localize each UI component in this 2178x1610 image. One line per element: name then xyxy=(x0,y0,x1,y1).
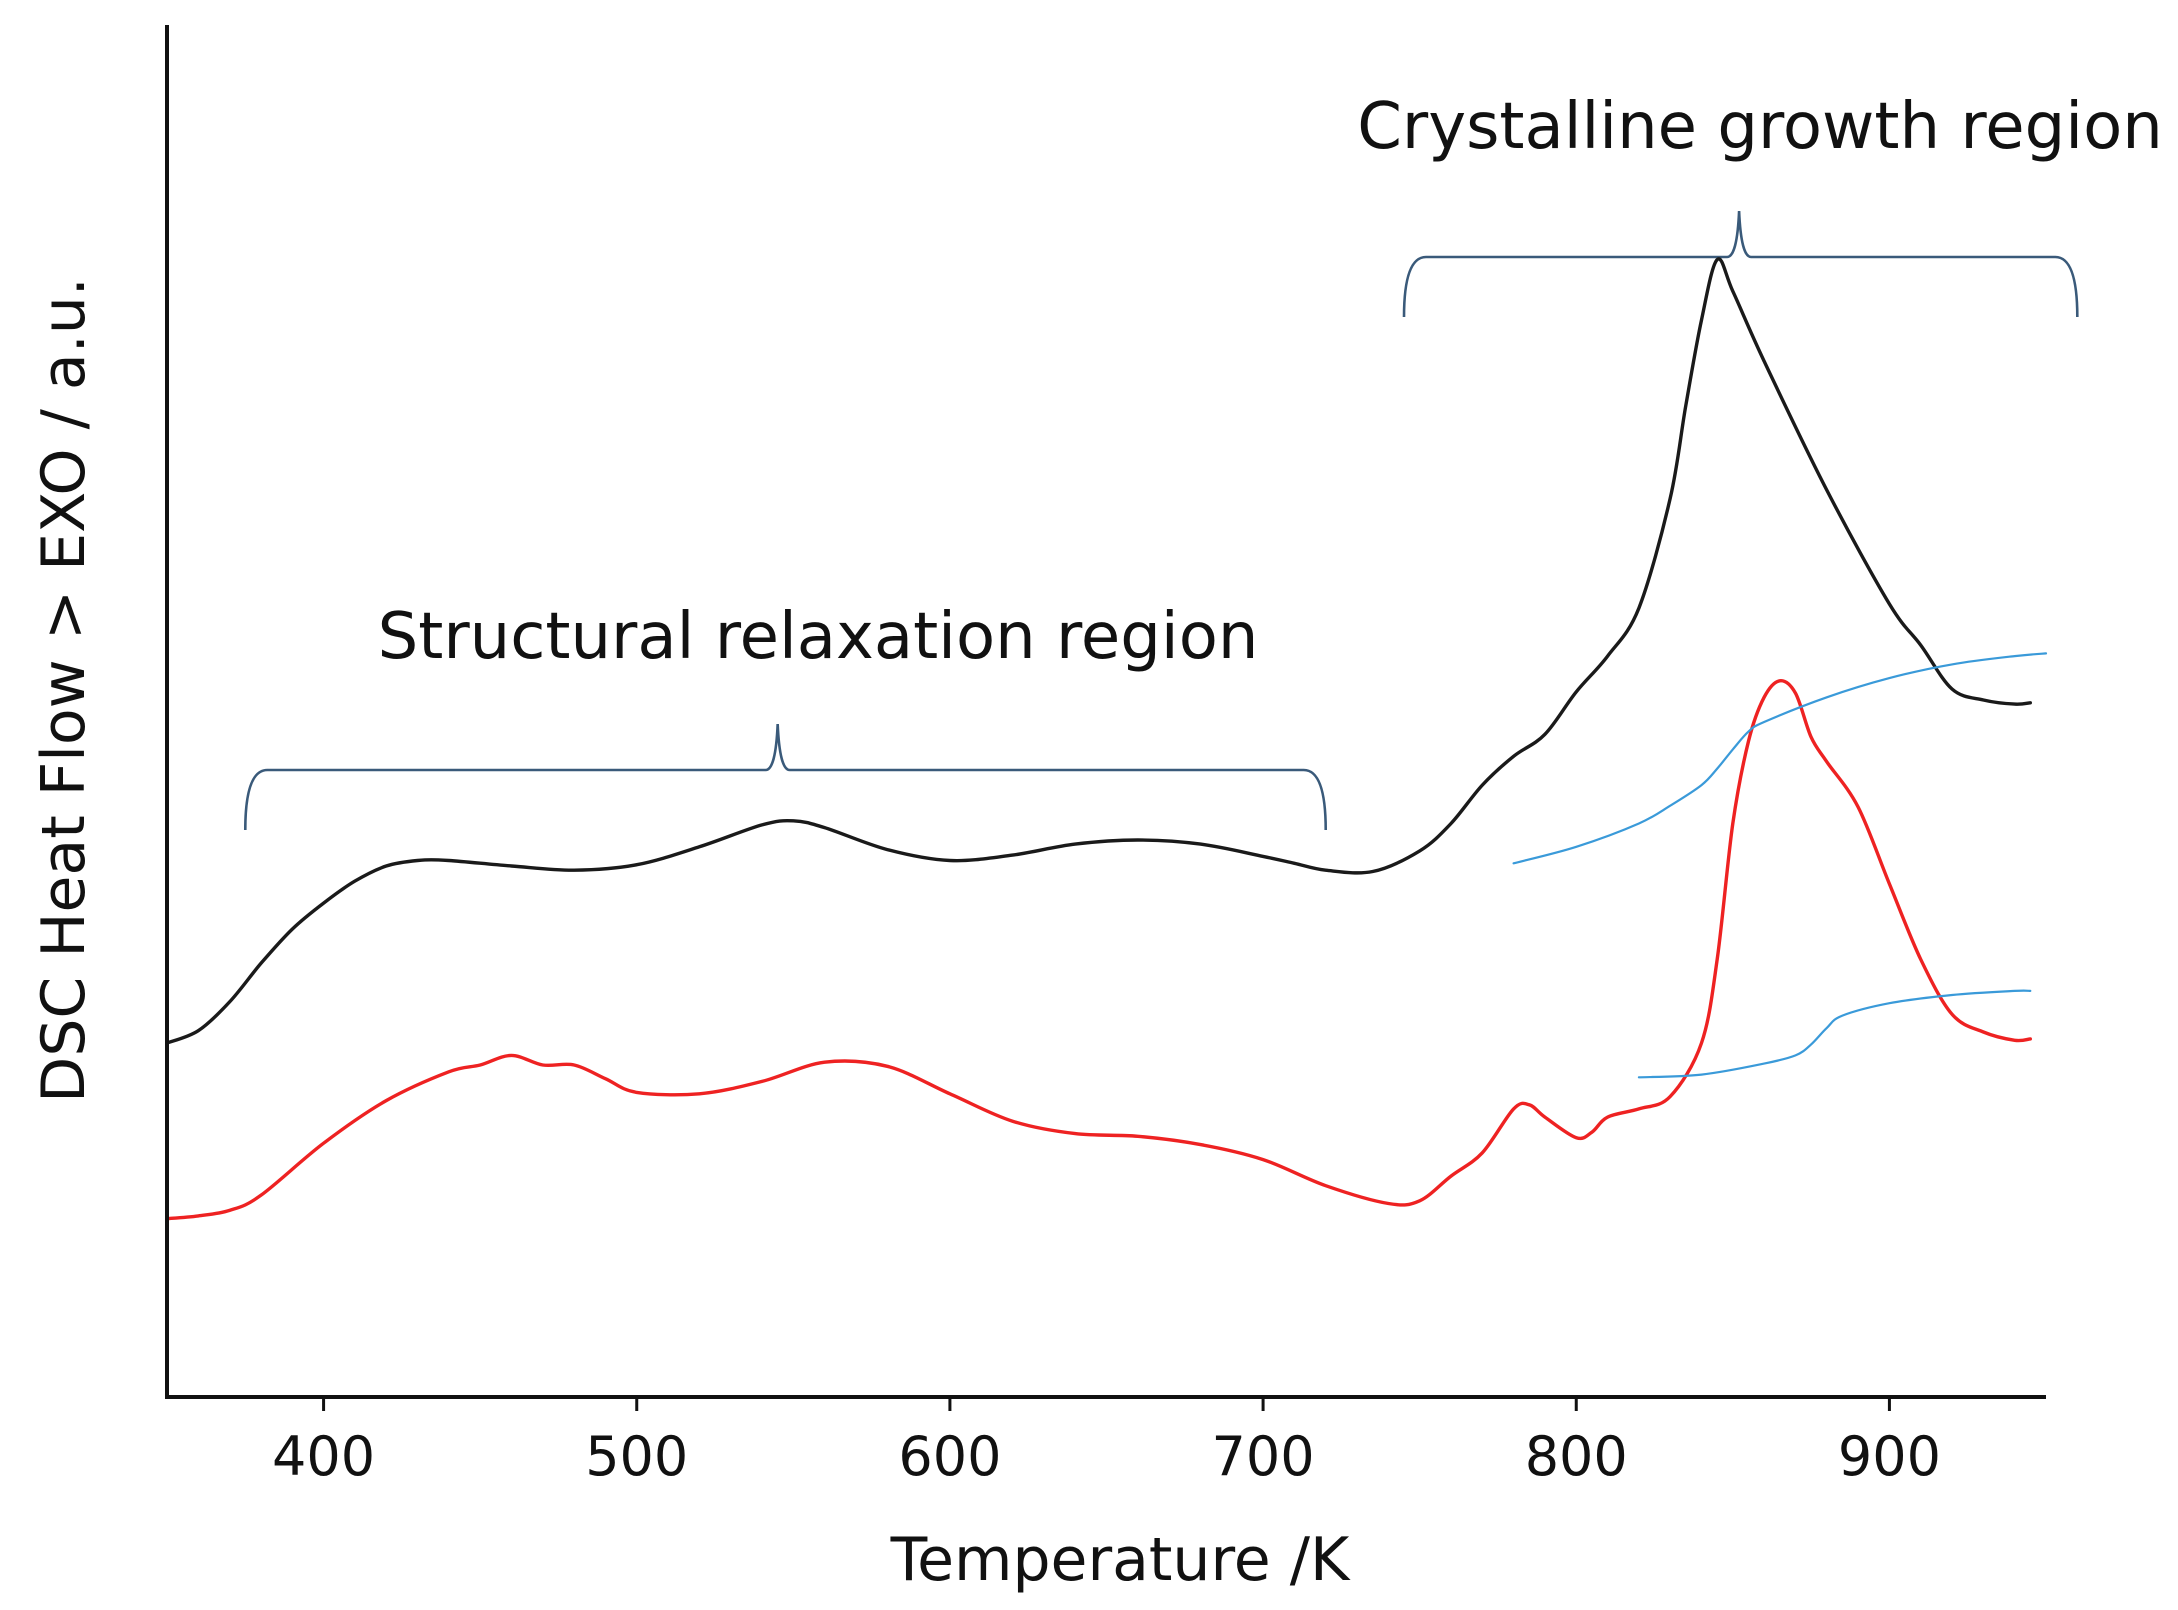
x-tick-label: 700 xyxy=(1212,1425,1315,1488)
x-tick-label: 600 xyxy=(898,1425,1001,1488)
annotation-structural-relaxation: Structural relaxation region xyxy=(378,600,1259,674)
bracket-structural-relaxation xyxy=(243,723,1328,831)
labels-layer: Temperature /K DSC Heat Flow > EXO / a.u… xyxy=(29,90,2163,1595)
x-tick-label: 500 xyxy=(585,1425,688,1488)
brackets-layer xyxy=(243,210,2079,831)
annotation-crystalline-growth: Crystalline growth region xyxy=(1357,90,2163,164)
series-line-red-baseline xyxy=(1637,989,2032,1079)
series-line-red xyxy=(165,679,2032,1221)
series-line-black xyxy=(165,257,2032,1045)
axes-layer xyxy=(165,25,2046,1399)
x-ticks: 400 500 600 700 800 900 xyxy=(272,1397,1941,1488)
series-line-black-baseline xyxy=(1512,652,2048,865)
x-tick-label: 400 xyxy=(272,1425,375,1488)
x-tick-label: 800 xyxy=(1525,1425,1628,1488)
x-axis-title: Temperature /K xyxy=(890,1525,1351,1595)
series-layer xyxy=(165,257,2048,1221)
bracket-crystalline-growth xyxy=(1402,210,2079,318)
y-axis-title: DSC Heat Flow > EXO / a.u. xyxy=(29,277,99,1103)
x-tick-label: 900 xyxy=(1838,1425,1941,1488)
